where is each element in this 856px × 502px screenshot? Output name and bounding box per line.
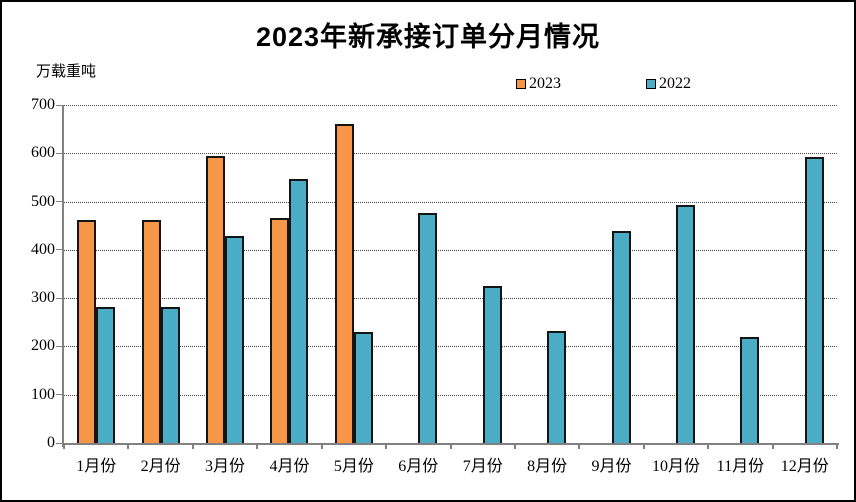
legend: 2023 2022 (516, 76, 691, 92)
y-axis-label-700: 700 (31, 96, 55, 113)
x-axis-label-5月份: 5月份 (333, 458, 374, 475)
bar-2023-2月份 (142, 220, 161, 443)
gridline-300 (64, 298, 837, 300)
bar-2023-5月份 (335, 124, 354, 443)
y-axis-tick-200 (56, 345, 62, 347)
x-axis-tick (127, 445, 130, 449)
bar-2023-1月份 (77, 220, 96, 443)
x-axis-tick (191, 445, 194, 449)
x-axis-tick (771, 445, 774, 449)
x-axis-tick (320, 445, 323, 449)
x-axis-tick (385, 445, 388, 449)
x-axis-line (62, 443, 839, 445)
bar-2023-4月份 (270, 218, 289, 443)
bar-2022-3月份 (225, 236, 244, 443)
x-axis-label-7月份: 7月份 (462, 458, 503, 475)
legend-swatch-2022 (646, 79, 656, 89)
y-axis-tick-700 (56, 104, 62, 106)
x-axis-tick (836, 445, 838, 449)
x-axis-tick (707, 445, 710, 449)
x-axis-tick (256, 445, 259, 449)
gridline-600 (64, 153, 837, 155)
bar-2022-6月份 (418, 213, 437, 443)
legend-swatch-2023 (516, 79, 526, 89)
bar-2022-4月份 (289, 179, 308, 443)
gridline-700 (64, 105, 837, 106)
x-axis-label-6月份: 6月份 (398, 458, 439, 475)
gridline-200 (64, 346, 837, 348)
legend-item-2023: 2023 (516, 76, 561, 92)
x-axis-tick (642, 445, 645, 449)
bar-2022-8月份 (547, 331, 566, 443)
x-axis-tick (513, 445, 516, 449)
gridline-500 (64, 201, 837, 203)
y-axis-tick-500 (56, 201, 62, 203)
x-axis-label-2月份: 2月份 (140, 458, 181, 475)
chart-title: 2023年新承接订单分月情况 (255, 22, 601, 52)
plot-area: 0 100 200 300 400 500 600 700 1月份 2月份 3月份 4月份 5月份 6月份… (31, 97, 839, 475)
legend-item-2022: 2022 (646, 76, 691, 92)
bar-2022-5月份 (354, 332, 373, 443)
x-axis-label-10月份: 10月份 (651, 458, 700, 475)
y-axis-tick-600 (56, 152, 62, 154)
y-axis-label-600: 600 (31, 144, 55, 162)
bar-2022-10月份 (676, 205, 695, 443)
x-axis-tick (578, 445, 581, 449)
gridline-400 (64, 249, 837, 251)
bar-2023-3月份 (206, 156, 225, 443)
x-axis-tick (449, 445, 452, 449)
y-axis-label-0: 0 (47, 434, 55, 451)
y-axis-unit-label: 万载重吨 (36, 64, 97, 80)
x-axis-label-12月份: 12月份 (780, 458, 829, 475)
y-axis-line (62, 105, 64, 447)
bar-2022-11月份 (740, 337, 759, 443)
x-axis-label-8月份: 8月份 (527, 458, 568, 475)
legend-label-2023: 2023 (529, 75, 561, 92)
x-axis-label-4月份: 4月份 (269, 458, 310, 475)
gridline-100 (64, 394, 837, 396)
y-axis-label-200: 200 (31, 337, 55, 355)
y-axis-tick-100 (56, 394, 62, 396)
y-axis-label-300: 300 (31, 289, 55, 307)
x-axis-label-3月份: 3月份 (205, 458, 246, 475)
legend-label-2022: 2022 (659, 75, 691, 92)
bar-2022-2月份 (161, 307, 180, 443)
x-axis-tick (63, 445, 65, 449)
y-axis-label-100: 100 (31, 385, 55, 403)
bar-2022-9月份 (612, 231, 631, 443)
y-axis-label-400: 400 (31, 240, 55, 258)
bar-2022-12月份 (805, 157, 824, 443)
y-axis-tick-0 (56, 442, 62, 444)
x-axis-label-9月份: 9月份 (591, 458, 632, 475)
y-axis-label-500: 500 (31, 192, 55, 210)
y-axis-tick-300 (56, 297, 62, 299)
bar-2022-7月份 (483, 286, 502, 443)
bar-2022-1月份 (96, 307, 115, 443)
x-axis-label-11月份: 11月份 (716, 458, 765, 475)
x-axis-label-1月份: 1月份 (76, 458, 117, 475)
y-axis-tick-400 (56, 249, 62, 251)
